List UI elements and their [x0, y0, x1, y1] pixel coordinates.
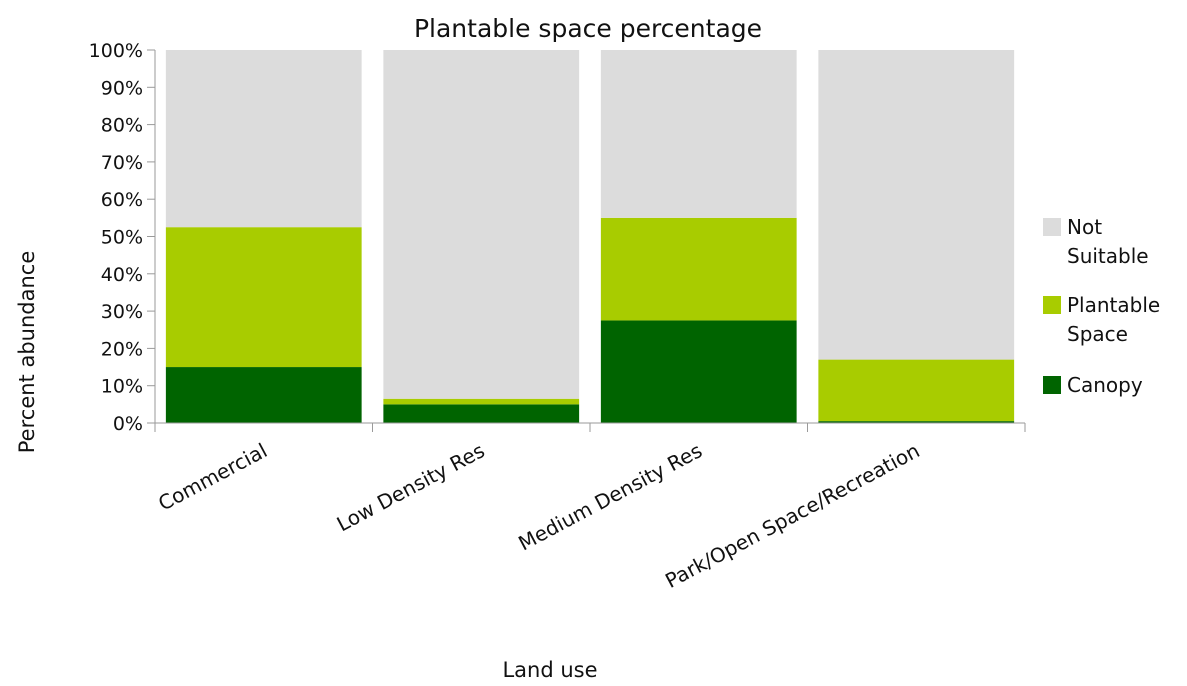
bar-segment-canopy: [383, 404, 580, 423]
legend: Not Suitable Plantable Space Canopy: [1043, 215, 1160, 397]
bar-segment-canopy: [600, 320, 797, 423]
bar-segment-plantable-space: [383, 398, 580, 405]
x-axis-label: Land use: [502, 658, 597, 682]
y-tick-label: 70%: [101, 152, 143, 174]
bar-segment-not-suitable: [600, 50, 797, 218]
legend-label: Space: [1067, 322, 1128, 346]
bar-segment-plantable-space: [818, 359, 1015, 422]
bar-segment-not-suitable: [165, 50, 362, 228]
y-tick-label: 40%: [101, 264, 143, 286]
y-tick-label: 100%: [89, 40, 143, 62]
x-tick-label: Medium Density Res: [514, 438, 706, 555]
legend-swatch: [1043, 296, 1061, 314]
y-axis-label: Percent abundance: [15, 251, 39, 453]
bar-segment-canopy: [818, 421, 1015, 423]
legend-label: Plantable: [1067, 293, 1160, 317]
y-tick-label: 20%: [101, 338, 143, 360]
bar-segment-plantable-space: [600, 217, 797, 321]
bar-segment-not-suitable: [383, 50, 580, 399]
plot-area: 0% 10% 20% 30% 40% 50% 60% 70% 80% 90% 100% Commerc…: [89, 40, 1026, 593]
y-tick-label: 50%: [101, 227, 143, 249]
chart-title: Plantable space percentage: [414, 14, 762, 43]
legend-label: Not: [1067, 215, 1102, 239]
bar-segment-not-suitable: [818, 50, 1015, 360]
legend-label: Canopy: [1067, 373, 1143, 397]
y-tick-label: 0%: [113, 413, 143, 435]
y-tick-label: 90%: [101, 77, 143, 99]
y-tick-label: 80%: [101, 115, 143, 137]
bar-segment-canopy: [165, 367, 362, 423]
y-tick-label: 10%: [101, 376, 143, 398]
x-tick-label: Low Density Res: [333, 438, 489, 536]
y-tick-label: 30%: [101, 301, 143, 323]
legend-swatch: [1043, 218, 1061, 236]
bar-segment-plantable-space: [165, 227, 362, 368]
legend-label: Suitable: [1067, 244, 1149, 268]
y-tick-label: 60%: [101, 189, 143, 211]
legend-swatch: [1043, 376, 1061, 394]
x-tick-label: Commercial: [154, 438, 271, 515]
